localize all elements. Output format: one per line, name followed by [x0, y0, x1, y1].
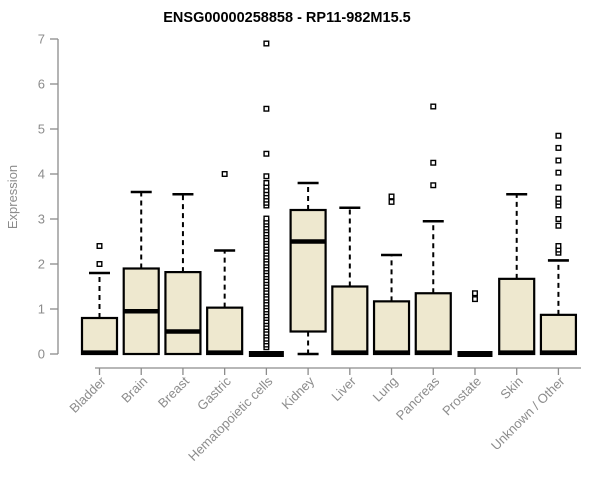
y-tick-label: 2: [38, 257, 45, 272]
outlier-point: [430, 182, 437, 189]
box-gastric: [206, 170, 244, 356]
outlier-point: [555, 242, 562, 249]
outlier-point: [96, 261, 103, 268]
x-tick-label-liver: Liver: [328, 373, 359, 404]
y-axis-label: Expression: [5, 165, 20, 229]
iqr-box: [80, 316, 119, 356]
box-bladder: [80, 242, 119, 356]
chart-title: ENSG00000258858 - RP11-982M15.5: [163, 10, 410, 26]
x-tick-label-breast: Breast: [155, 373, 192, 410]
outlier-point: [555, 195, 562, 202]
y-tick-label: 6: [38, 77, 45, 92]
box-skin: [498, 192, 536, 356]
outlier-point: [555, 132, 562, 139]
outlier-point: [263, 105, 270, 112]
x-tick-label-brain: Brain: [118, 374, 150, 406]
x-tick-label-unknown-other: Unknown / Other: [488, 373, 568, 453]
outlier-point: [555, 169, 562, 176]
iqr-box: [372, 300, 411, 356]
y-tick-label: 7: [38, 32, 45, 47]
outlier-point: [263, 173, 270, 180]
outlier-point: [555, 157, 562, 164]
x-tick-label-pancreas: Pancreas: [393, 373, 443, 423]
outlier-point: [555, 215, 562, 222]
iqr-box: [206, 306, 244, 356]
box-hematopoietic-cells: [248, 40, 284, 357]
x-tick-label-gastric: Gastric: [194, 373, 234, 413]
box-kidney: [289, 181, 327, 356]
outlier-point: [388, 198, 395, 205]
y-tick-label: 1: [38, 302, 45, 317]
box-unknown-other: [539, 132, 578, 356]
outlier-point: [555, 222, 562, 229]
outlier-point: [430, 159, 437, 166]
box-prostate: [457, 290, 493, 357]
outlier-point: [263, 215, 270, 222]
y-tick-label: 0: [38, 347, 45, 362]
outlier-point: [471, 296, 478, 303]
iqr-box: [498, 277, 536, 356]
box-brain: [122, 190, 160, 356]
iqr-box: [331, 285, 369, 356]
x-tick-label-bladder: Bladder: [66, 373, 109, 416]
iqr-box: [414, 292, 452, 356]
collapsed-box: [457, 351, 493, 357]
box-breast: [164, 192, 202, 356]
x-tick-label-kidney: Kidney: [279, 373, 318, 412]
x-tick-label-lung: Lung: [370, 374, 401, 405]
outlier-point: [263, 179, 270, 186]
box-liver: [331, 206, 369, 356]
y-tick-label: 5: [38, 122, 45, 137]
y-tick-label: 3: [38, 212, 45, 227]
outlier-point: [555, 184, 562, 191]
x-tick-label-skin: Skin: [497, 374, 525, 402]
outlier-point: [263, 40, 270, 47]
y-tick-label: 4: [38, 167, 45, 182]
collapsed-box: [248, 351, 284, 357]
outlier-point: [430, 103, 437, 110]
outlier-point: [96, 242, 103, 249]
x-tick-label-prostate: Prostate: [439, 374, 484, 419]
outlier-point: [263, 150, 270, 157]
iqr-box: [289, 208, 327, 333]
outlier-point: [555, 144, 562, 151]
iqr-box: [539, 313, 578, 356]
outlier-point: [471, 290, 478, 297]
iqr-box: [164, 271, 202, 356]
box-lung: [372, 193, 411, 356]
box-pancreas: [414, 103, 452, 356]
outlier-point: [221, 170, 228, 177]
outlier-point: [388, 193, 395, 200]
